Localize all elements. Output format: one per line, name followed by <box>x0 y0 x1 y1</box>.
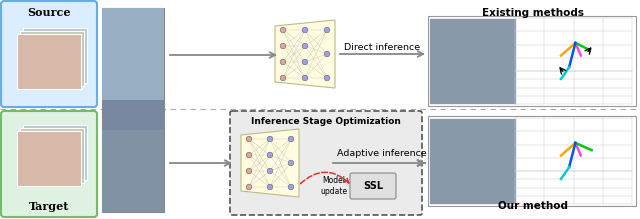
Circle shape <box>280 43 286 49</box>
Text: Target: Target <box>29 201 69 212</box>
Bar <box>22 124 88 180</box>
Text: SSL: SSL <box>363 181 383 191</box>
Polygon shape <box>241 129 299 197</box>
Bar <box>17 34 81 88</box>
Text: Model
update: Model update <box>321 176 348 196</box>
Text: Direct inference: Direct inference <box>344 42 420 51</box>
FancyBboxPatch shape <box>1 1 97 107</box>
Bar <box>20 30 84 85</box>
Circle shape <box>268 184 273 190</box>
Bar <box>20 127 84 182</box>
Circle shape <box>246 136 252 142</box>
Text: Source: Source <box>28 7 71 18</box>
Text: Our method: Our method <box>498 201 568 211</box>
FancyArrowPatch shape <box>300 172 349 184</box>
Circle shape <box>302 43 308 49</box>
Circle shape <box>268 152 273 158</box>
Text: Adaptive inference: Adaptive inference <box>337 150 427 159</box>
Circle shape <box>324 27 330 33</box>
FancyBboxPatch shape <box>1 111 97 217</box>
Bar <box>102 8 164 100</box>
Circle shape <box>302 75 308 81</box>
Text: Existing methods: Existing methods <box>482 8 584 18</box>
Text: Inference Stage Optimization: Inference Stage Optimization <box>251 118 401 127</box>
Bar <box>102 8 164 212</box>
Circle shape <box>246 184 252 190</box>
FancyBboxPatch shape <box>230 111 422 215</box>
Circle shape <box>280 27 286 33</box>
Bar <box>428 16 636 106</box>
Circle shape <box>288 160 294 166</box>
Polygon shape <box>275 20 335 88</box>
Circle shape <box>324 51 330 57</box>
Circle shape <box>280 59 286 65</box>
Circle shape <box>246 152 252 158</box>
Bar <box>17 131 81 185</box>
Circle shape <box>324 75 330 81</box>
Circle shape <box>288 184 294 190</box>
FancyBboxPatch shape <box>350 173 396 199</box>
Circle shape <box>246 168 252 174</box>
Bar <box>102 130 164 212</box>
Circle shape <box>288 136 294 142</box>
Circle shape <box>268 136 273 142</box>
Bar <box>429 118 516 204</box>
Bar <box>429 18 516 104</box>
Circle shape <box>268 168 273 174</box>
Circle shape <box>280 75 286 81</box>
Bar <box>428 116 636 206</box>
Circle shape <box>302 59 308 65</box>
Circle shape <box>302 27 308 33</box>
Bar <box>22 28 88 83</box>
